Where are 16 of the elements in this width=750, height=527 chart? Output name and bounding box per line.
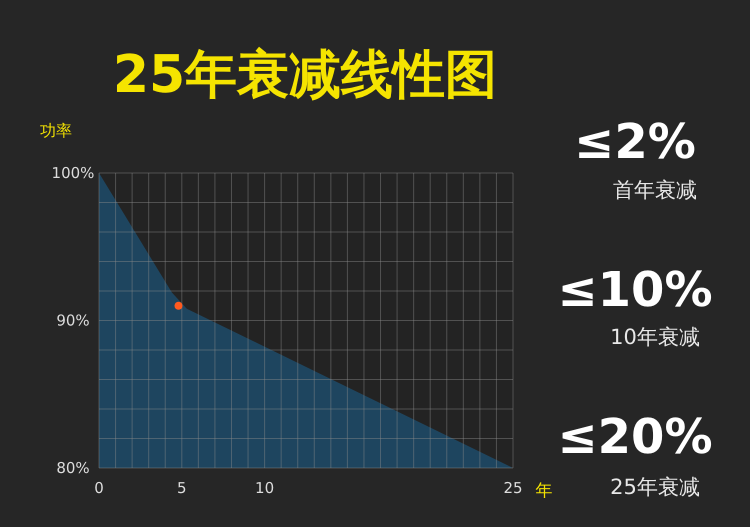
y-tick-label: 90% [56,312,90,330]
y-axis-title: 功率 [40,121,72,140]
x-tick-label: 10 [255,479,274,497]
text: ≤2% [574,114,696,170]
text: 首年衰减 [613,178,697,202]
y-tick-label: 80% [56,459,90,477]
x-tick-label: 25 [503,479,523,497]
x-tick-label: 5 [177,479,187,497]
text: ≤10% [557,262,713,318]
chart-title: 25年衰减线性图 [112,45,498,105]
text: 10年衰减 [610,325,700,349]
text: 25年衰减 [610,475,700,499]
text: ≤20% [557,409,713,465]
x-axis-title: 年 [536,481,552,501]
y-tick-label: 100% [52,164,94,182]
x-tick-label: 0 [94,479,104,497]
